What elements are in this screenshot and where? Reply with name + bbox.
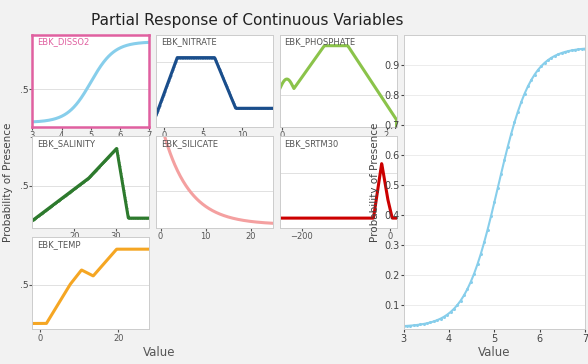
Text: EBK_TEMP: EBK_TEMP — [37, 240, 81, 249]
Text: EBK_NITRATE: EBK_NITRATE — [161, 37, 216, 46]
Text: EBK_PHOSPHATE: EBK_PHOSPHATE — [285, 37, 356, 46]
Text: Partial Response of Continuous Variables: Partial Response of Continuous Variables — [91, 13, 403, 28]
Text: EBK_SILICATE: EBK_SILICATE — [161, 139, 218, 148]
Text: EBK_SALINITY: EBK_SALINITY — [37, 139, 95, 148]
Text: Probability of Presence: Probability of Presence — [2, 122, 13, 242]
Text: EBK_DISSO2: EBK_DISSO2 — [37, 37, 89, 46]
X-axis label: Value: Value — [478, 347, 510, 359]
Text: EBK_SRTM30: EBK_SRTM30 — [285, 139, 339, 148]
Text: Value: Value — [142, 345, 175, 359]
Y-axis label: Probability of Presence: Probability of Presence — [370, 122, 380, 242]
